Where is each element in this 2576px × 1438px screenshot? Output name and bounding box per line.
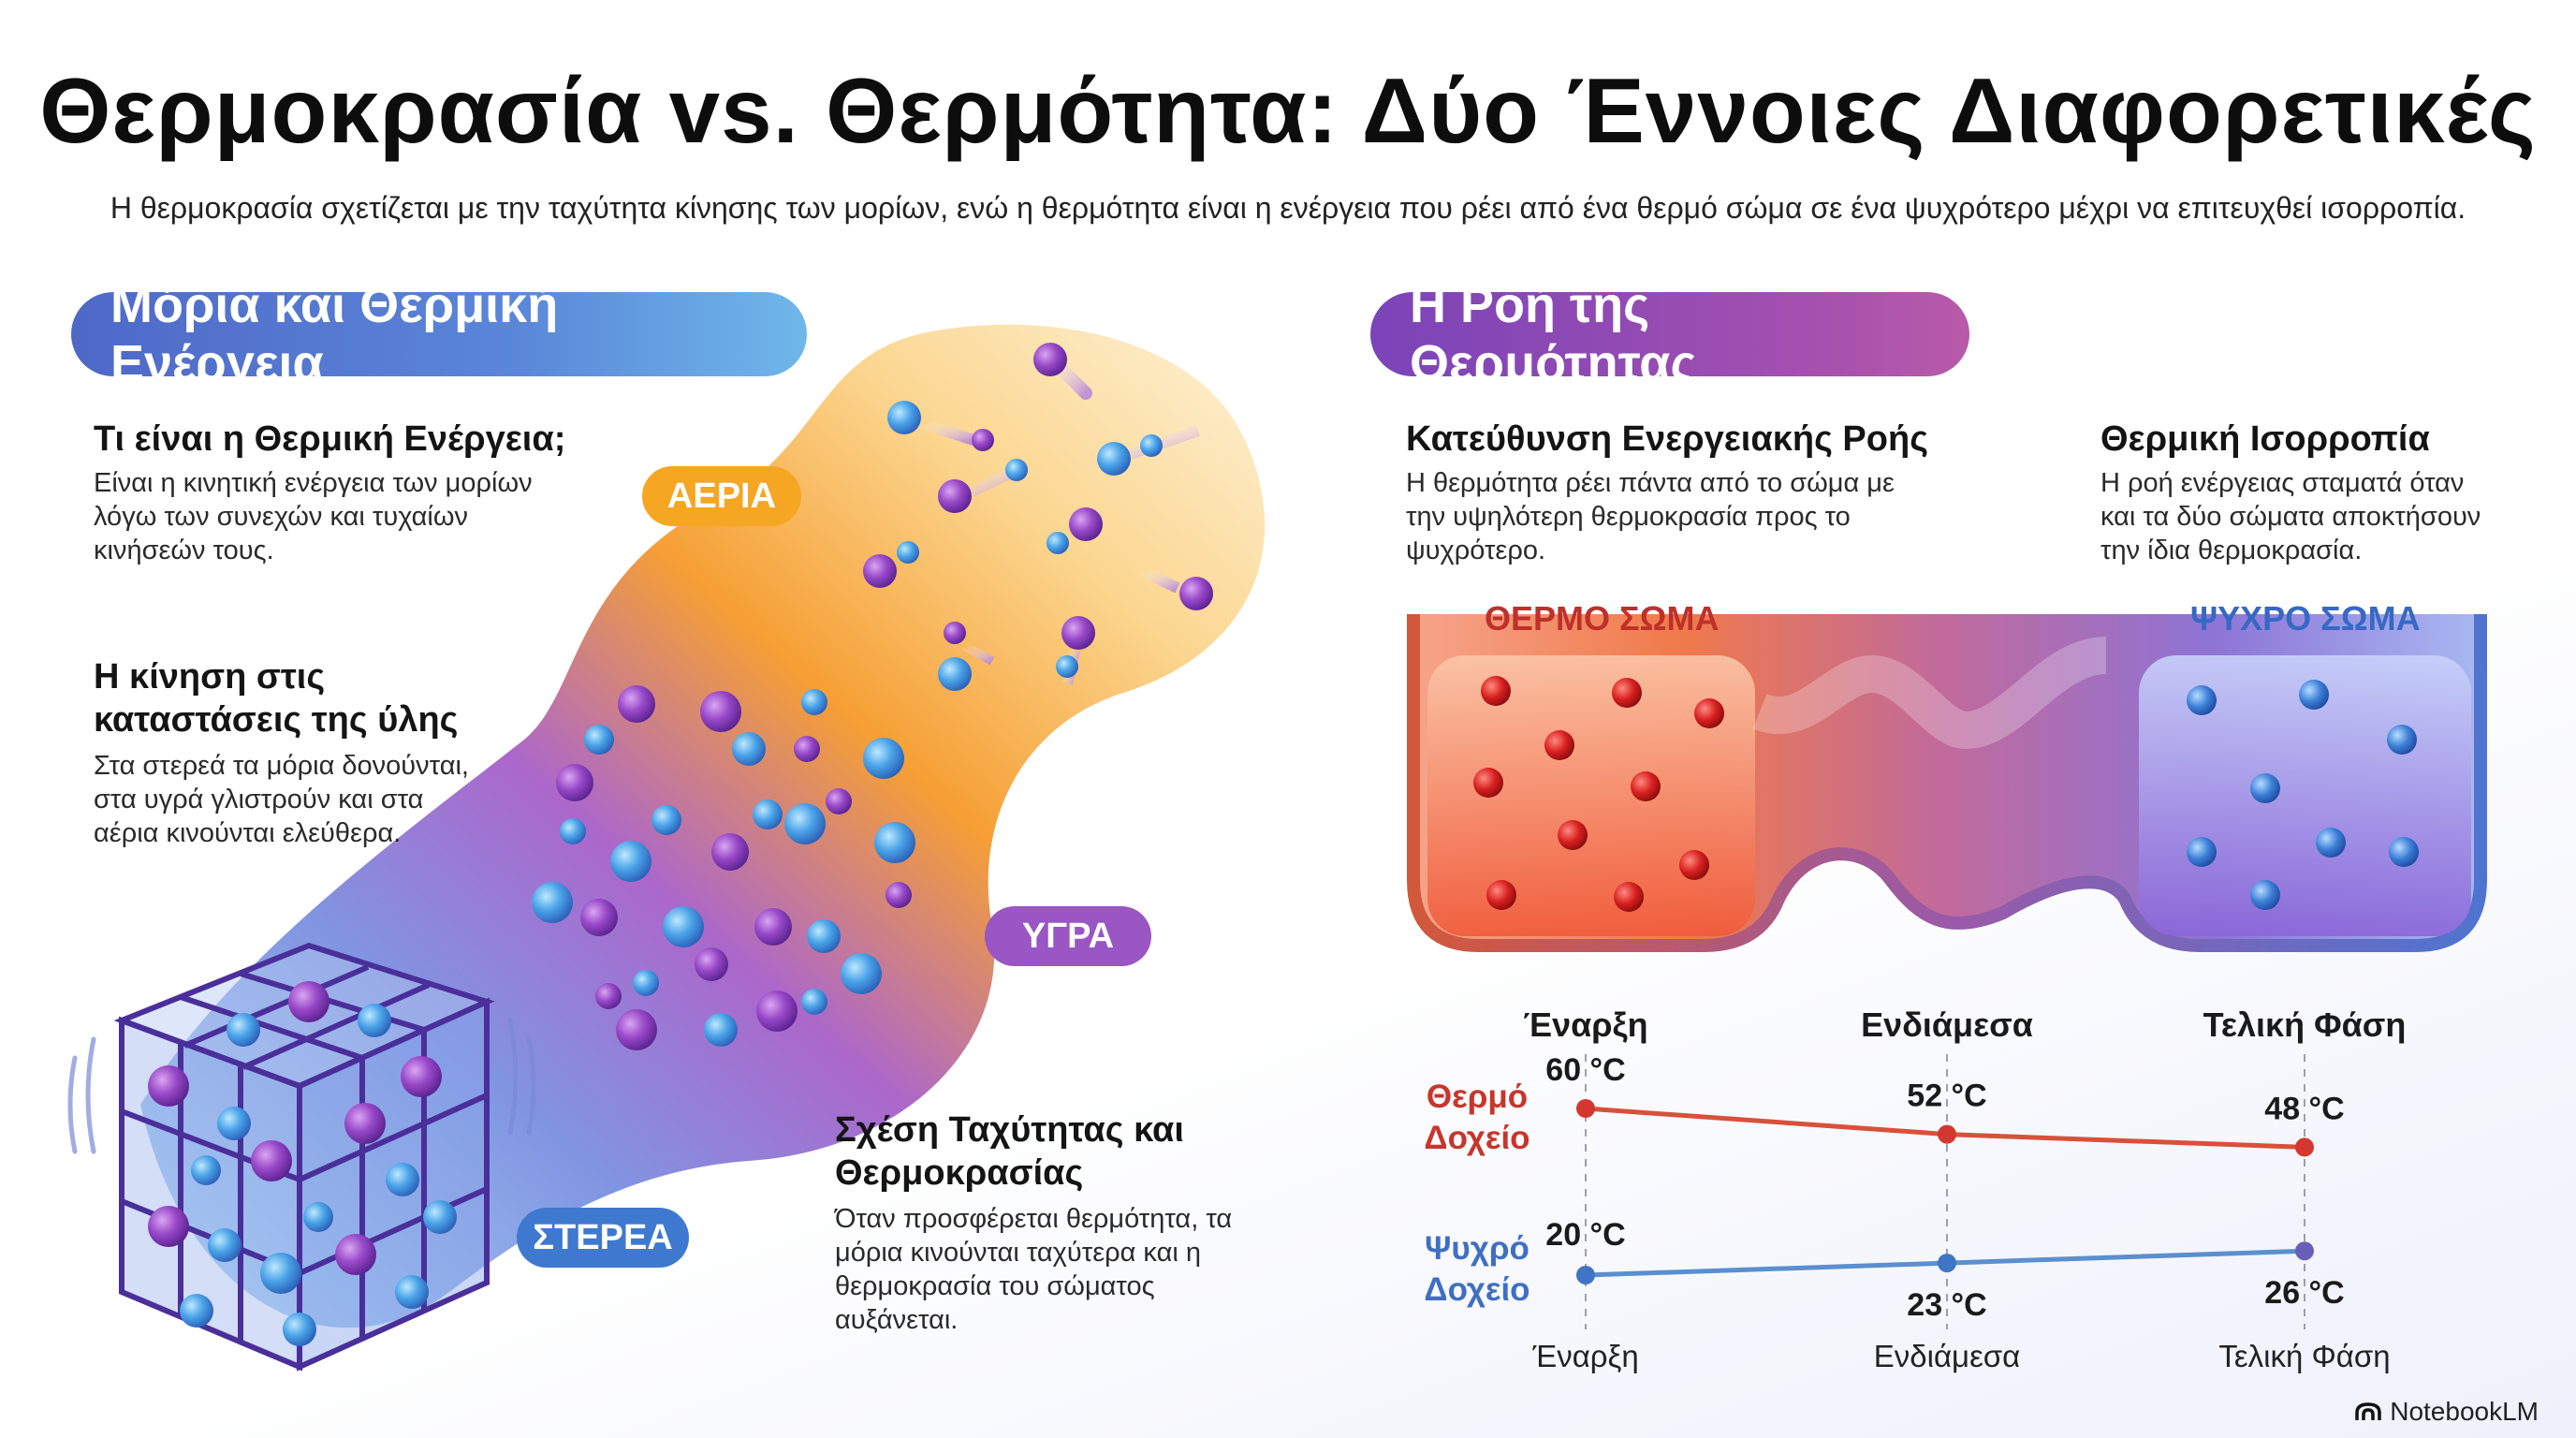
states-of-matter-illustration xyxy=(67,324,1266,1372)
hot-series-label: Θερμό Δοχείο xyxy=(1402,1077,1552,1159)
block-text-line: αέρια κινούνται ελεύθερα. xyxy=(94,818,402,848)
block-heading: Σχέση Ταχύτητας και xyxy=(835,1110,1184,1150)
page-title: Θερμοκρασία vs. Θερμότητα: Δύο Έννοιες Δ… xyxy=(39,59,2537,162)
block-heading: Τι είναι η Θερμική Ενέργεια; xyxy=(94,419,566,459)
block-speed-temperature: Σχέση Ταχύτητας και Θερμοκρασίας Όταν πρ… xyxy=(835,1108,1232,1337)
hot-series-value-label: 60 °C xyxy=(1545,1052,1625,1088)
block-heading: Η κίνηση στις xyxy=(94,657,326,697)
cold-body-label: ΨΥΧΡΟ ΣΩΜΑ xyxy=(2190,599,2421,638)
cold-series-point xyxy=(2295,1241,2314,1261)
block-text-line: λόγω των συνεχών και τυχαίων xyxy=(94,502,468,532)
cold-series-label-line: Δοχείο xyxy=(1424,1271,1530,1308)
block-thermal-energy: Τι είναι η Θερμική Ενέργεια; Είναι η κιν… xyxy=(94,418,565,567)
cold-series-label: Ψυχρό Δοχείο xyxy=(1402,1228,1552,1311)
cold-series-value-label: 26 °C xyxy=(2264,1275,2344,1311)
block-heading: καταστάσεις της ύλης xyxy=(94,700,459,740)
block-text-line: Είναι η κινητική ενέργεια των μορίων xyxy=(94,468,533,498)
hot-body-label: ΘΕΡΜΟ ΣΩΜΑ xyxy=(1485,599,1720,638)
hot-series-point xyxy=(1938,1124,1956,1144)
block-heading: Θερμοκρασίας xyxy=(835,1153,1084,1193)
label-gas: ΑΕΡΙΑ xyxy=(642,466,801,526)
cold-series-label-line: Ψυχρό xyxy=(1425,1230,1530,1267)
block-text-line: την ίδια θερμοκρασία. xyxy=(2100,536,2363,565)
heat-flow-containers xyxy=(1407,614,2487,952)
chart-top-category: Έναρξη xyxy=(1523,1005,1648,1044)
page-subtitle: Η θερμοκρασία σχετίζεται με την ταχύτητα… xyxy=(110,191,2466,225)
cold-series-point xyxy=(1938,1254,1956,1273)
cold-series-point xyxy=(1576,1266,1595,1284)
hot-series-label-line: Θερμό xyxy=(1426,1078,1529,1115)
hot-series-value-label: 48 °C xyxy=(2264,1091,2344,1126)
hot-series-label-line: Δοχείο xyxy=(1424,1120,1530,1156)
cold-series-value-label: 20 °C xyxy=(1545,1217,1625,1253)
brand: NotebookLM xyxy=(2354,1397,2539,1427)
block-flow-direction: Κατεύθυνση Ενεργειακής Ροής Η θερμότητα … xyxy=(1406,418,1928,567)
chart-top-category: Τελική Φάση xyxy=(2203,1005,2407,1044)
block-text-line: μόρια κινούνται ταχύτερα και η xyxy=(835,1238,1201,1268)
block-text-line: αυξάνεται. xyxy=(835,1305,959,1335)
block-text-line: Στα στερεά τα μόρια δονούνται, xyxy=(94,751,469,781)
block-text-line: ψυχρότερο. xyxy=(1406,536,1546,565)
chart-top-category: Ενδιάμεσα xyxy=(1861,1005,2033,1044)
block-text-line: στα υγρά γλιστρούν και στα xyxy=(94,785,424,814)
block-text-line: κινήσεών τους. xyxy=(94,536,274,565)
cold-series-value-label: 23 °C xyxy=(1907,1287,1986,1323)
chart-bottom-category: Ενδιάμεσα xyxy=(1873,1339,2021,1373)
block-equilibrium: Θερμική Ισορροπία Η ροή ενέργειας σταματ… xyxy=(2100,418,2481,567)
brand-name: NotebookLM xyxy=(2390,1397,2539,1426)
chart-bottom-category: Τελική Φάση xyxy=(2218,1339,2391,1373)
block-text-line: θερμοκρασία του σώματος xyxy=(835,1271,1155,1301)
chart-bottom-category: Έναρξη xyxy=(1532,1339,1639,1373)
block-text-line: Η ροή ενέργειας σταματά όταν xyxy=(2100,468,2465,498)
label-liquid: ΥΓΡΑ xyxy=(985,906,1151,966)
block-states-motion: Η κίνηση στις καταστάσεις της ύλης Στα σ… xyxy=(94,655,469,850)
block-heading: Θερμική Ισορροπία xyxy=(2100,419,2430,459)
block-text-line: Η θερμότητα ρέει πάντα από το σώμα με xyxy=(1406,468,1895,498)
block-text-line: Όταν προσφέρεται θερμότητα, τα xyxy=(835,1204,1233,1234)
notebooklm-logo-icon xyxy=(2355,1402,2381,1420)
block-text-line: την υψηλότερη θερμοκρασία προς το xyxy=(1406,502,1851,532)
hot-series-value-label: 52 °C xyxy=(1907,1078,1986,1114)
hot-series-point xyxy=(2295,1137,2314,1157)
hot-series-point xyxy=(1576,1099,1595,1118)
block-text-line: και τα δύο σώματα αποκτήσουν xyxy=(2100,502,2481,532)
block-heading: Κατεύθυνση Ενεργειακής Ροής xyxy=(1406,419,1928,459)
label-solid: ΣΤΕΡΕΑ xyxy=(517,1208,689,1268)
